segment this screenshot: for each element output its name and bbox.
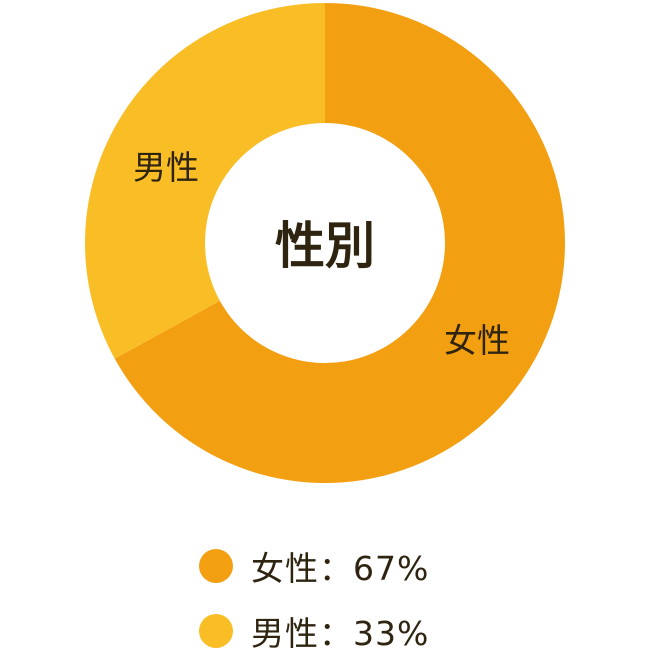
legend-swatch-male bbox=[199, 614, 233, 648]
legend-swatch-female bbox=[199, 549, 233, 583]
legend-label-male: 男性：33% bbox=[251, 614, 430, 653]
slice-female bbox=[114, 3, 565, 483]
slice-label-female: 女性 bbox=[444, 321, 510, 360]
legend-item-male: 男性：33% bbox=[199, 607, 429, 655]
slice-label-male: 男性 bbox=[133, 148, 199, 187]
legend-label-female: 女性：67% bbox=[251, 549, 430, 588]
donut-chart: 性別 女性 男性 bbox=[84, 3, 565, 483]
chart-center-title: 性別 bbox=[275, 217, 375, 275]
legend-item-female: 女性：67% bbox=[199, 542, 429, 590]
slice-male bbox=[84, 3, 325, 359]
